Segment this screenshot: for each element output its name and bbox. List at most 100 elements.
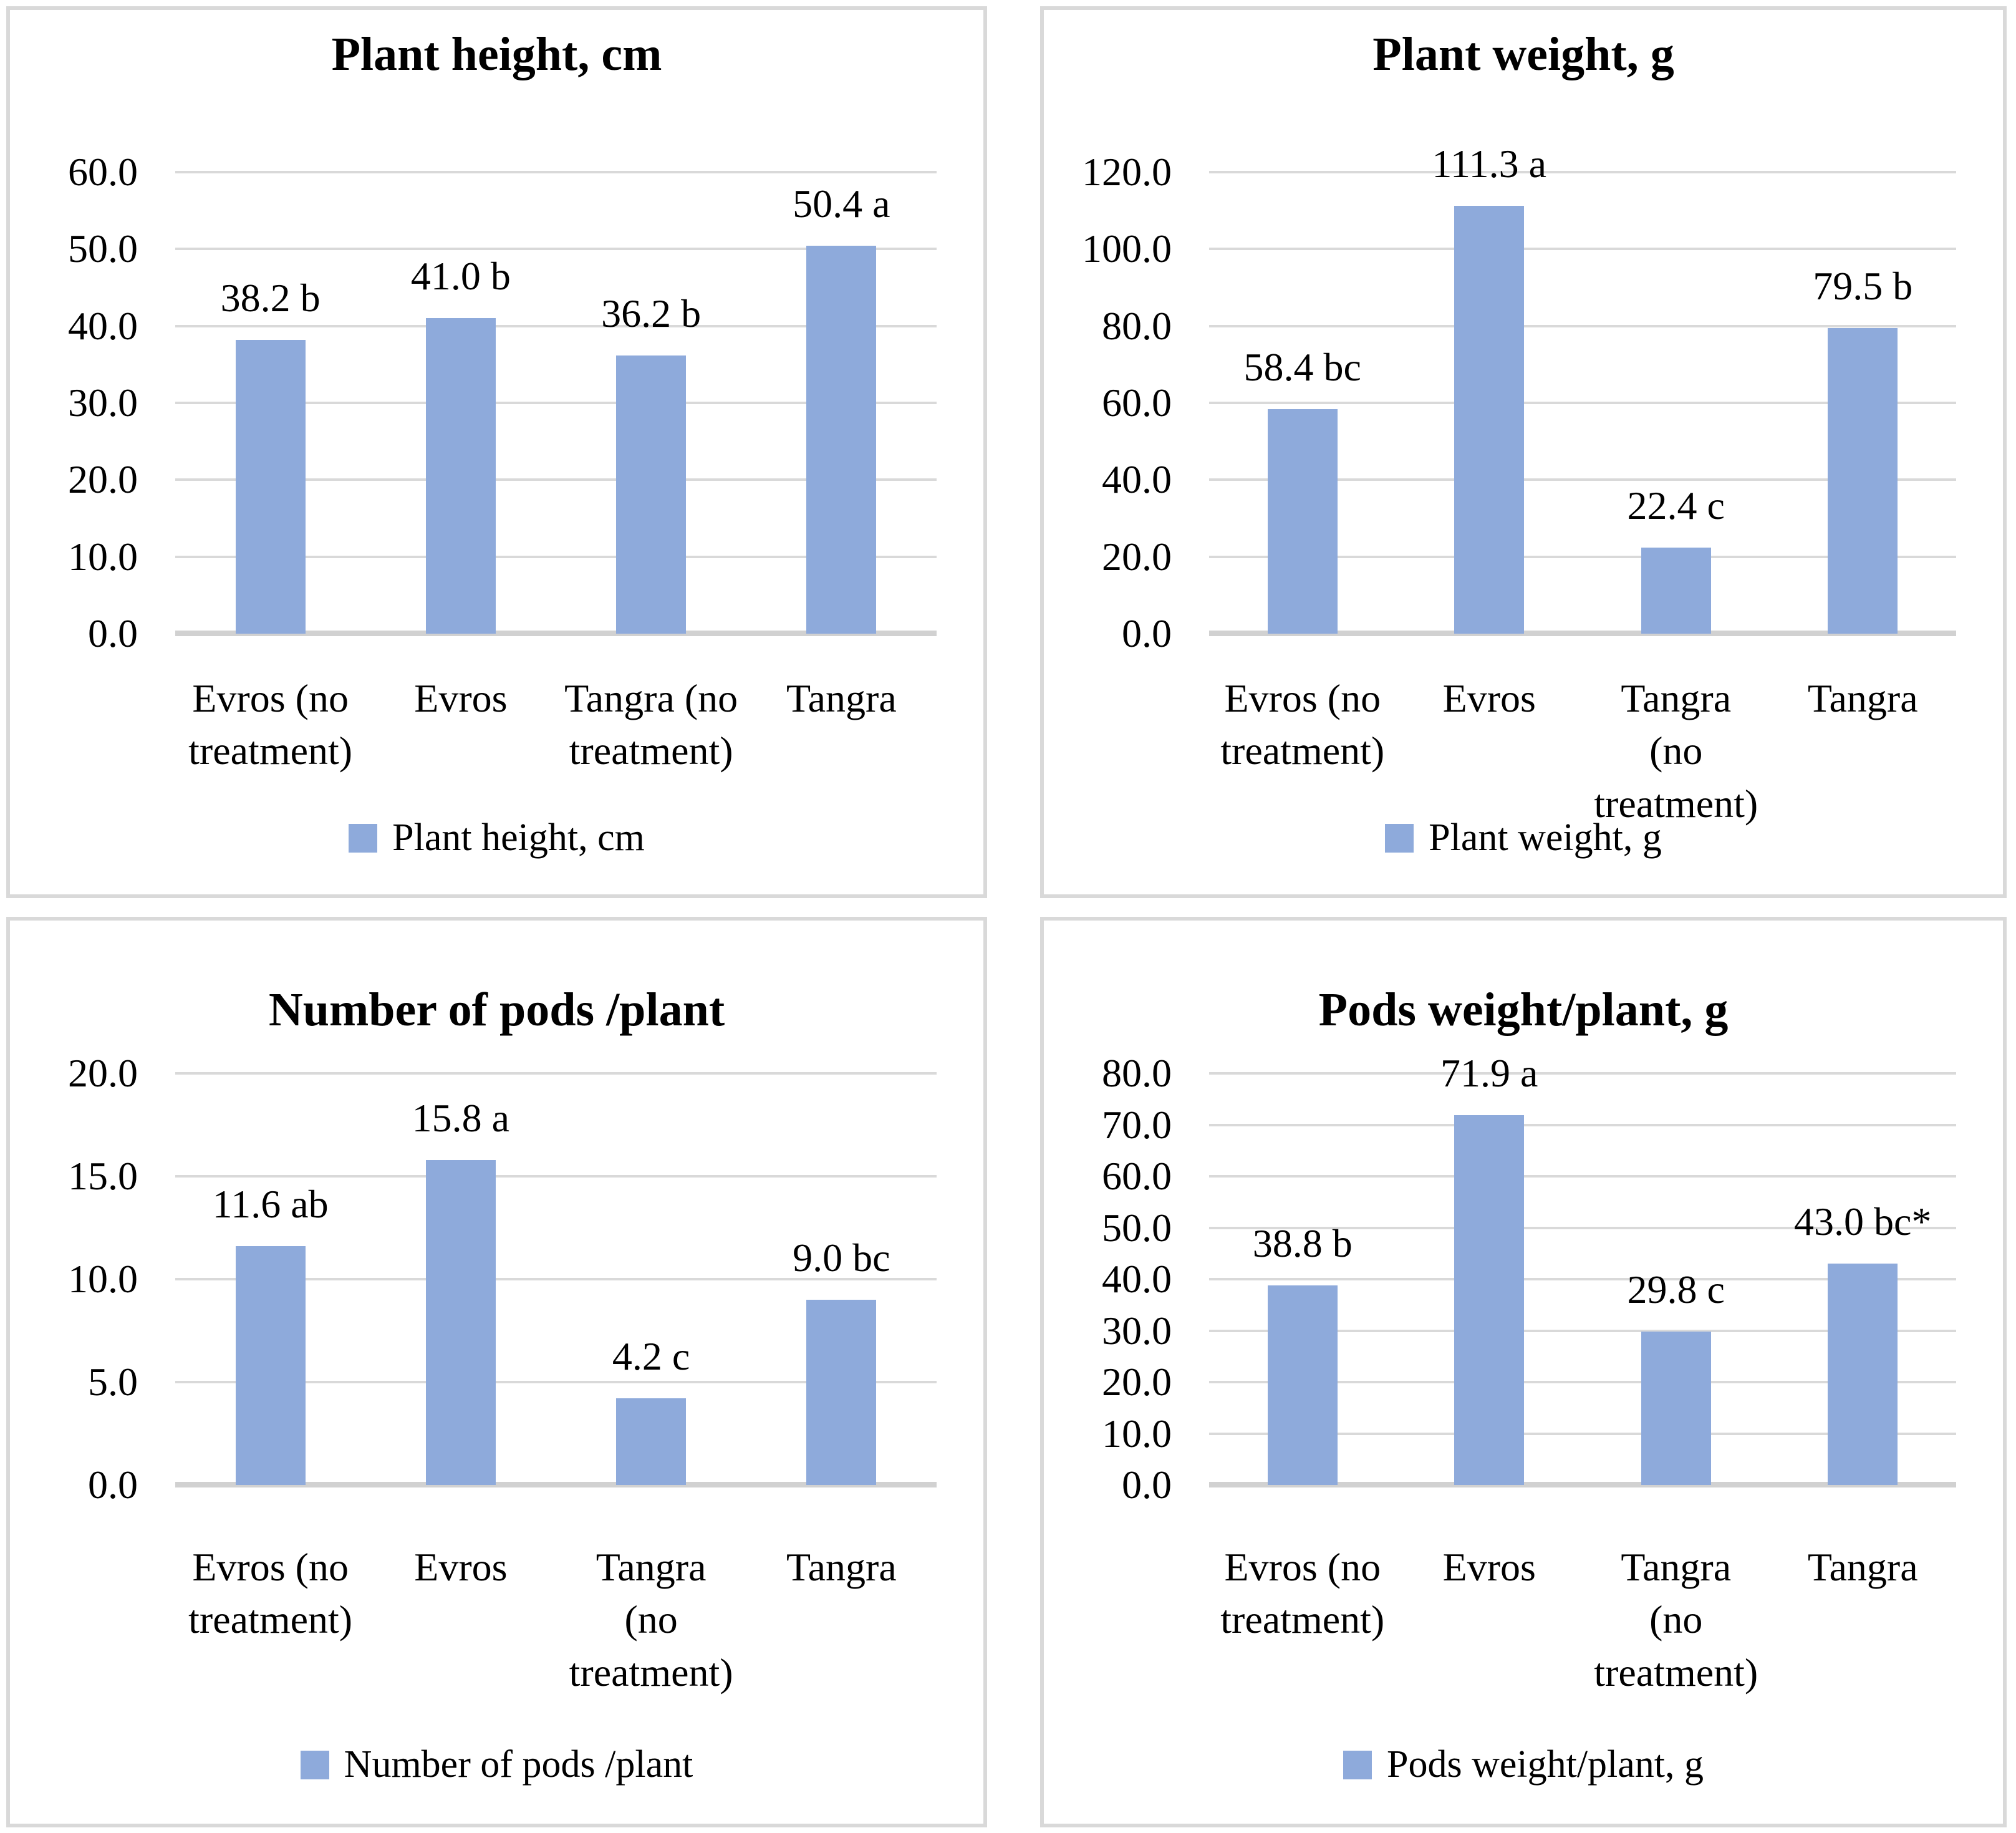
legend-color-swatch bbox=[300, 1750, 329, 1779]
y-tick-label: 0.0 bbox=[1122, 1463, 1172, 1507]
category-label: Evros (no treatment) bbox=[175, 672, 365, 778]
plot-area: 58.4 bc 111.3 a 22.4 c 79.5 b bbox=[1209, 142, 1956, 636]
bar-value-label: 38.2 b bbox=[220, 275, 321, 320]
bar-evros bbox=[425, 1159, 496, 1485]
bar-tangra bbox=[806, 246, 877, 634]
gridline bbox=[1209, 1072, 1956, 1075]
category-label-line: treatment) bbox=[1220, 728, 1385, 773]
gridline bbox=[1209, 478, 1956, 481]
y-tick-label: 30.0 bbox=[68, 380, 138, 425]
gridline bbox=[175, 1072, 937, 1075]
bar-value-label: 79.5 b bbox=[1813, 263, 1913, 308]
legend-color-swatch bbox=[349, 823, 378, 853]
bar-value-label: 9.0 bc bbox=[793, 1236, 890, 1280]
plot-area: 38.8 b 71.9 a 29.8 c 43.0 bc* bbox=[1209, 1051, 1956, 1487]
category-label: Tangra (no treatment) bbox=[556, 672, 746, 778]
bar-tangra-no-treatment- bbox=[616, 355, 687, 634]
category-label: Evros (no treatment) bbox=[1209, 1541, 1396, 1699]
y-tick-label: 70.0 bbox=[1102, 1102, 1172, 1147]
bar-slot: 22.4 c bbox=[1583, 172, 1770, 634]
bar-evros-no-treatment- bbox=[1267, 1285, 1338, 1485]
legend-color-swatch bbox=[1343, 1750, 1372, 1779]
category-label-line: (no bbox=[624, 1597, 678, 1642]
x-axis-line bbox=[175, 631, 937, 636]
y-tick-label: 40.0 bbox=[1102, 457, 1172, 502]
chart-title: Number of pods /plant bbox=[268, 984, 725, 1036]
category-label: Tangra bbox=[746, 672, 937, 778]
bar-slot: 4.2 c bbox=[556, 1073, 746, 1485]
category-label: Evros (no treatment) bbox=[175, 1541, 365, 1699]
x-axis-line bbox=[1209, 1482, 1956, 1487]
y-tick-label: 120.0 bbox=[1082, 150, 1172, 194]
gridline bbox=[175, 1175, 937, 1178]
bar-value-label: 111.3 a bbox=[1432, 141, 1547, 186]
category-label: Tangra (no treatment) bbox=[556, 1541, 746, 1699]
bar-value-label: 38.8 b bbox=[1252, 1221, 1353, 1265]
bar-tangra-no-treatment- bbox=[1641, 1332, 1711, 1485]
chart-title: Plant height, cm bbox=[331, 28, 662, 80]
gridline bbox=[175, 324, 937, 327]
category-label: Evros bbox=[365, 672, 556, 778]
category-label-line: treatment) bbox=[569, 1650, 733, 1695]
y-tick-label: 20.0 bbox=[1102, 534, 1172, 579]
y-tick-label: 20.0 bbox=[1102, 1360, 1172, 1404]
x-axis-category-labels: Evros (no treatment) Evros Tangra (no treatme… bbox=[1209, 1541, 1956, 1699]
legend-label: Plant height, cm bbox=[392, 816, 645, 859]
bar-slot: 58.4 bc bbox=[1209, 172, 1396, 634]
gridline bbox=[175, 1278, 937, 1280]
y-tick-label: 50.0 bbox=[68, 226, 138, 271]
y-tick-label: 0.0 bbox=[88, 611, 138, 655]
category-label-line: Tangra bbox=[786, 1545, 897, 1589]
category-label-line: (no bbox=[1649, 1597, 1703, 1642]
bar-slot: 15.8 a bbox=[365, 1073, 556, 1485]
y-tick-label: 20.0 bbox=[68, 1051, 138, 1095]
y-tick-label: 10.0 bbox=[1102, 1411, 1172, 1456]
bar-evros-no-treatment- bbox=[235, 339, 306, 634]
gridline bbox=[175, 402, 937, 404]
plot-area: 11.6 ab 15.8 a 4.2 c 9.0 bc bbox=[175, 1072, 937, 1487]
bar-tangra bbox=[1828, 327, 1898, 634]
gridline bbox=[175, 171, 937, 173]
bar-evros bbox=[1454, 205, 1525, 634]
y-tick-label: 0.0 bbox=[1122, 611, 1172, 655]
category-label-line: treatment) bbox=[188, 1597, 353, 1642]
bar-evros bbox=[425, 318, 496, 634]
legend: Pods weight/plant, g bbox=[1044, 1743, 2003, 1787]
y-tick-label: 0.0 bbox=[88, 1463, 138, 1507]
bar-value-label: 43.0 bc* bbox=[1794, 1199, 1932, 1244]
y-tick-label: 30.0 bbox=[1102, 1308, 1172, 1353]
gridline bbox=[1209, 1432, 1956, 1435]
category-label: Tangra bbox=[746, 1541, 937, 1699]
category-label-line: Tangra bbox=[1807, 1545, 1918, 1589]
bar-slot: 11.6 ab bbox=[175, 1073, 365, 1485]
chart-title: Pods weight/plant, g bbox=[1318, 984, 1729, 1036]
bar-value-label: 50.4 a bbox=[793, 181, 890, 226]
category-label-line: treatment) bbox=[1594, 781, 1758, 826]
chart-panel-pods-number: Number of pods /plant 20.0 15.0 10.0 5.0 0.0… bbox=[6, 917, 987, 1827]
y-axis-tick-labels: 20.0 15.0 10.0 5.0 0.0 bbox=[10, 1051, 138, 1507]
category-label-line: Tangra bbox=[786, 676, 897, 720]
gridline bbox=[1209, 1329, 1956, 1332]
y-tick-label: 40.0 bbox=[68, 303, 138, 348]
category-label-line: treatment) bbox=[569, 728, 733, 773]
y-tick-label: 40.0 bbox=[1102, 1257, 1172, 1301]
plot-area: 38.2 b 41.0 b 36.2 b 50.4 a bbox=[175, 171, 937, 636]
y-tick-label: 60.0 bbox=[68, 150, 138, 194]
category-label-line: Tangra bbox=[1621, 676, 1732, 720]
bar-evros-no-treatment- bbox=[235, 1246, 306, 1485]
gridline bbox=[1209, 248, 1956, 251]
bar-value-label: 58.4 bc bbox=[1243, 344, 1361, 389]
chart-panel-plant-height: Plant height, cm 60.0 50.0 40.0 30.0 20.0 10.… bbox=[6, 6, 987, 898]
y-tick-label: 10.0 bbox=[68, 534, 138, 579]
category-label-line: Tangra (no bbox=[564, 676, 738, 720]
chart-panel-plant-weight: Plant weight, g 120.0 100.0 80.0 60.0 40.0 20… bbox=[1040, 6, 2007, 898]
chart-title: Plant weight, g bbox=[1372, 28, 1674, 80]
category-label-line: Evros (no bbox=[192, 1545, 349, 1589]
category-label-line: Evros (no bbox=[192, 676, 349, 720]
category-label-line: treatment) bbox=[188, 728, 353, 773]
gridline bbox=[1209, 1175, 1956, 1178]
bar-slot: 29.8 c bbox=[1583, 1073, 1770, 1485]
x-axis-category-labels: Evros (no treatment) Evros Tangra (no treatme… bbox=[1209, 672, 1956, 830]
bar-value-label: 71.9 a bbox=[1440, 1050, 1538, 1095]
